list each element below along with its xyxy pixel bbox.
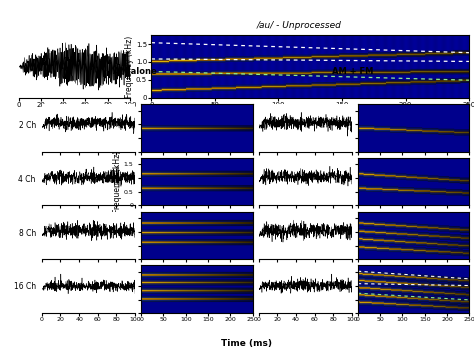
Text: Time (ms): Time (ms)	[221, 339, 272, 348]
Y-axis label: Frequency (kHz): Frequency (kHz)	[126, 35, 135, 98]
Text: 16 Ch: 16 Ch	[14, 283, 36, 291]
Text: AM + FM: AM + FM	[332, 67, 374, 76]
Text: 2 Ch: 2 Ch	[18, 121, 36, 130]
Text: 4 Ch: 4 Ch	[18, 175, 36, 184]
Text: /au/ - Unprocessed: /au/ - Unprocessed	[256, 21, 341, 30]
Text: AM alone: AM alone	[113, 67, 157, 76]
Y-axis label: Frequency (kHz): Frequency (kHz)	[113, 150, 122, 213]
Text: 8 Ch: 8 Ch	[18, 228, 36, 238]
